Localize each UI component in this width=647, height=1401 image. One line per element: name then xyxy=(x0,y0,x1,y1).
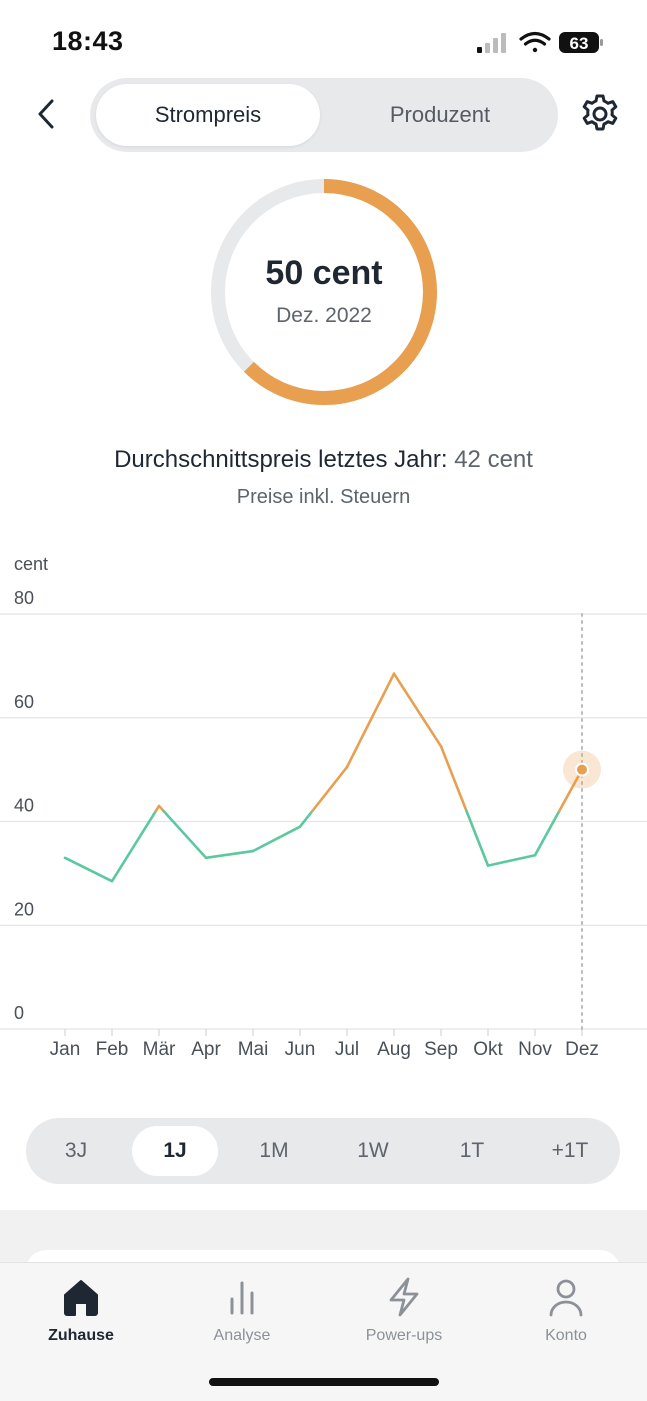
range-option-1m[interactable]: 1M xyxy=(259,1139,289,1162)
series-line-segment xyxy=(439,744,468,813)
average-price: Durchschnittspreis letztes Jahr: 42 cent xyxy=(0,446,647,474)
series-line-segment xyxy=(204,849,255,860)
y-axis-label: cent xyxy=(14,554,48,574)
signal-icon xyxy=(477,33,506,53)
x-tick-label: Aug xyxy=(377,1039,411,1060)
status-icons: 63 xyxy=(477,31,603,53)
home-icon xyxy=(64,1280,98,1316)
series-line-segment xyxy=(392,672,443,748)
current-period: Dez. 2022 xyxy=(276,304,372,327)
bar-chart-icon xyxy=(230,1281,254,1315)
x-tick-label: Dez xyxy=(565,1039,599,1060)
status-time: 18:43 xyxy=(52,26,124,56)
y-tick-label: 0 xyxy=(14,1003,24,1023)
series-line-segment xyxy=(110,809,158,883)
range-option-3j[interactable]: 3J xyxy=(64,1139,88,1162)
series-line-segment xyxy=(486,853,537,867)
tax-note: Preise inkl. Steuern xyxy=(236,486,411,508)
x-tick-label: Feb xyxy=(96,1039,129,1060)
y-tick-label: 40 xyxy=(14,796,34,816)
tab-analyse-label: Analyse xyxy=(213,1327,271,1344)
price-donut xyxy=(211,179,437,405)
average-price-label: Durchschnittspreis letztes Jahr: xyxy=(114,446,448,473)
battery-level: 63 xyxy=(570,34,589,53)
x-tick-label: Apr xyxy=(191,1039,221,1060)
wifi-icon xyxy=(519,31,551,53)
range-option-plus-1t[interactable]: +1T xyxy=(551,1139,589,1162)
x-tick-label: Sep xyxy=(424,1039,458,1060)
highlight-point xyxy=(575,762,589,777)
y-tick-label: 20 xyxy=(14,899,34,919)
segment-strompreis[interactable]: Strompreis xyxy=(96,84,320,146)
segment-control: Strompreis Produzent xyxy=(90,78,558,152)
range-option-1w[interactable]: 1W xyxy=(357,1139,389,1162)
series-line-segment xyxy=(310,765,349,813)
battery-icon: 63 xyxy=(559,32,603,53)
tab-analyse[interactable]: Analyse xyxy=(162,1275,322,1345)
segment-produzent[interactable]: Produzent xyxy=(389,102,491,127)
gear-icon[interactable] xyxy=(578,92,622,136)
series-line-segment xyxy=(251,825,302,853)
x-tick-label: Jul xyxy=(335,1039,359,1060)
tab-konto-label: Konto xyxy=(545,1327,587,1344)
tab-power-ups[interactable]: Power-ups xyxy=(324,1275,484,1345)
y-tick-label: 80 xyxy=(14,588,34,608)
series-line-segment xyxy=(63,856,114,883)
x-tick-label: Jan xyxy=(50,1039,81,1060)
range-option-1j[interactable]: 1J xyxy=(132,1126,218,1176)
donut-progress xyxy=(211,179,437,405)
current-price: 50 cent xyxy=(265,254,383,292)
x-tick-label: Mär xyxy=(143,1039,176,1060)
series-line-segment xyxy=(533,809,561,857)
price-line-chart[interactable]: cent 0 20 40 60 80 Jan Feb Mär Apr Mai Jun Jul Aug Sep… xyxy=(0,540,647,1070)
range-option-1t[interactable]: 1T xyxy=(459,1139,485,1162)
series-line-segment xyxy=(557,768,584,813)
tab-konto[interactable]: Konto xyxy=(486,1275,646,1345)
x-tick-label: Jun xyxy=(285,1039,316,1060)
tab-bar: Zuhause Analyse Power-ups Konto xyxy=(0,1262,647,1401)
series-line-segment xyxy=(298,809,314,828)
tab-zuhause-label: Zuhause xyxy=(48,1327,114,1344)
back-chevron-icon[interactable] xyxy=(32,96,62,132)
x-tick-label: Nov xyxy=(518,1039,552,1060)
range-selector: 3J 1J 1M 1W 1T +1T xyxy=(26,1118,620,1184)
x-tick-label: Okt xyxy=(473,1039,503,1060)
x-tick-label: Mai xyxy=(238,1039,269,1060)
average-price-value: 42 cent xyxy=(454,446,533,473)
home-indicator xyxy=(209,1378,439,1386)
user-icon xyxy=(549,1279,583,1317)
tab-zuhause[interactable]: Zuhause xyxy=(1,1275,161,1345)
y-tick-label: 60 xyxy=(14,692,34,712)
series-line-segment xyxy=(162,809,208,860)
series-line-segment xyxy=(345,672,396,769)
lightning-icon xyxy=(389,1277,419,1317)
tab-power-ups-label: Power-ups xyxy=(365,1327,443,1344)
series-line-segment xyxy=(465,809,490,867)
